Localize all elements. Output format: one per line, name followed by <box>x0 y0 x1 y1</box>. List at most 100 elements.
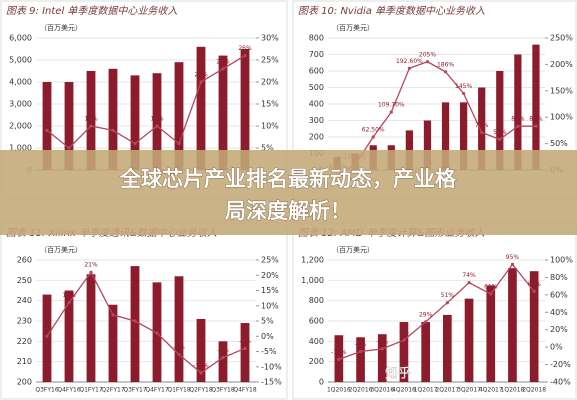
x-tick-label: 2Q2018 <box>522 387 546 394</box>
line-point <box>510 262 515 266</box>
x-tick-label: Q3FY18 <box>211 387 234 394</box>
bar <box>196 46 206 170</box>
y-tick-label: 600 <box>309 67 324 76</box>
line-point <box>221 67 225 71</box>
line-point <box>402 338 406 342</box>
y2-tick-label: 0% <box>261 332 274 341</box>
bar <box>42 82 52 170</box>
y-tick-label: 220 <box>17 337 32 346</box>
line-point <box>371 135 375 139</box>
line-point <box>45 334 49 338</box>
value-label: -14% <box>331 349 347 356</box>
y2-tick-label: 20% <box>550 325 568 334</box>
x-tick-label: 2Q2016 <box>349 387 373 394</box>
x-tick-label: 4Q2016 <box>392 387 416 394</box>
bar <box>218 341 228 382</box>
bar <box>508 268 517 382</box>
bar <box>441 102 450 170</box>
y2-tick-label: 5% <box>261 317 274 326</box>
line-point <box>462 91 466 96</box>
line-point <box>199 80 203 84</box>
line-point <box>133 142 137 146</box>
value-label: -7% <box>217 347 229 354</box>
chart-title: 图表 9: Intel 单季度数据中心业务收入 <box>6 5 177 17</box>
bar <box>421 322 430 382</box>
y-tick-label: 0 <box>319 378 324 387</box>
value-label: 64% <box>527 281 541 288</box>
line-point <box>243 346 247 351</box>
value-label: 192.60% <box>396 58 423 65</box>
line-point <box>133 319 137 323</box>
bar <box>356 337 365 382</box>
y2-tick-label: 10% <box>261 122 279 131</box>
value-label: 20% <box>194 72 208 79</box>
bar <box>423 120 432 170</box>
bar <box>108 68 118 170</box>
y-tick-label: 700 <box>309 50 324 59</box>
bar <box>514 54 522 170</box>
y2-tick-label: 15% <box>261 286 279 295</box>
line-point <box>243 54 247 58</box>
bar <box>64 82 74 170</box>
x-tick-label: Q2FY18 <box>189 387 212 394</box>
line-point <box>498 137 502 141</box>
y2-tick-label: -15% <box>261 378 282 387</box>
value-label: 0% <box>42 326 52 333</box>
y2-tick-label: 25% <box>261 56 279 65</box>
bar <box>399 322 409 382</box>
y-tick-label: 200 <box>309 133 324 142</box>
line-point <box>89 270 93 274</box>
banner-title: 局深度解析！ <box>225 199 351 223</box>
y2-tick-label: -40% <box>550 378 571 387</box>
line-point <box>516 124 520 128</box>
y-tick-label: 1,000 <box>9 144 32 153</box>
bar <box>130 75 140 170</box>
value-label: 74% <box>462 272 476 279</box>
y-tick-label: 260 <box>17 256 32 265</box>
y2-tick-label: 40% <box>550 308 568 317</box>
y-tick-label: 800 <box>309 296 324 305</box>
y-tick-label: 500 <box>309 83 324 92</box>
bar <box>196 318 206 382</box>
value-label: -12% <box>193 362 209 369</box>
line-point <box>177 352 181 357</box>
line-point <box>380 347 384 351</box>
bar <box>174 62 184 171</box>
value-label: 9% <box>42 120 52 127</box>
y-tick-label: 1,200 <box>301 256 324 265</box>
line-point <box>443 70 448 74</box>
y2-tick-label: 60% <box>550 290 568 299</box>
y2-tick-label: 50% <box>550 139 568 148</box>
value-label: 6% <box>130 133 140 140</box>
line-point <box>155 124 159 128</box>
value-label: 58% <box>493 129 507 136</box>
value-label: 186% <box>437 61 454 68</box>
unit-label: （百万美元） <box>40 245 82 254</box>
bar <box>108 304 118 382</box>
value-label: 11% <box>62 292 76 299</box>
line-point <box>445 301 449 305</box>
x-tick-label: 2Q2017 <box>435 387 459 394</box>
y2-tick-label: 0% <box>550 343 563 352</box>
bar <box>42 294 52 382</box>
y2-tick-label: 250% <box>550 34 573 43</box>
banner-band <box>0 150 577 235</box>
y2-tick-label: -20% <box>550 360 571 369</box>
value-label: 21% <box>84 262 98 269</box>
y2-tick-label: 100% <box>550 113 573 122</box>
line-point <box>111 313 115 317</box>
x-tick-label: Q4FY18 <box>233 387 256 394</box>
y2-tick-label: 5% <box>261 144 274 153</box>
line-point <box>389 110 393 114</box>
value-label: 71% <box>475 122 489 129</box>
line-point <box>358 349 363 354</box>
value-label: 95% <box>506 254 520 261</box>
y-tick-label: 240 <box>17 296 32 305</box>
line-point <box>425 60 430 64</box>
x-tick-label: 4Q2017 <box>479 387 503 394</box>
banner-title: 全球芯片产业排名最新动态，产业格 <box>119 167 457 191</box>
y2-tick-label: -10% <box>261 362 282 371</box>
chart-title: 图表 10: Nvidia 单季度数据中心业务收入 <box>298 5 485 17</box>
line-point <box>199 371 203 375</box>
